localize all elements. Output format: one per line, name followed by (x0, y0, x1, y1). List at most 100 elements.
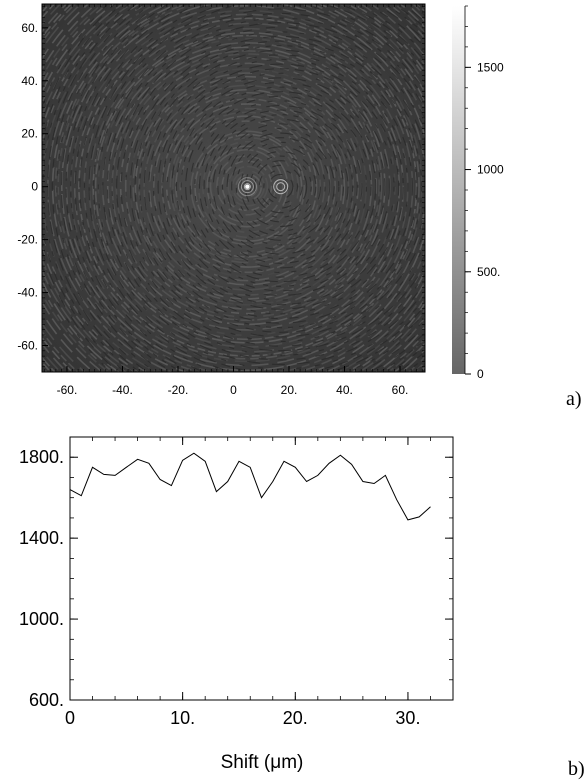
interference-ring (190, 130, 306, 246)
interference-ring (240, 146, 322, 228)
interference-ring (152, 91, 343, 282)
y-tick-label: 1400. (19, 528, 64, 548)
interference-ring (148, 54, 414, 320)
interference-ring (179, 120, 314, 254)
interference-ring (143, 49, 418, 324)
bright-spot (245, 184, 250, 189)
interference-ring (152, 58, 409, 315)
interference-ring (189, 95, 372, 278)
central-ring (240, 180, 254, 194)
heatmap-y-axis: 60. 40. 20. 0 -20. -40. -60. (17, 6, 425, 368)
interference-ring (171, 77, 391, 297)
interference-ring (61, 4, 425, 372)
interference-ring (157, 63, 404, 310)
interference-ring (161, 98, 336, 274)
x-tick-label: 30. (395, 708, 420, 728)
interference-ring (139, 45, 423, 329)
interference-ring (54, 4, 425, 372)
interference-ring (254, 160, 308, 214)
interference-ring (180, 86, 381, 287)
line-x-axis-label: Shift (μm) (221, 752, 304, 773)
x-tick-label: 20. (281, 383, 298, 397)
x-tick-label: 0 (230, 383, 237, 397)
secondary-ring (273, 179, 289, 195)
interference-ring (226, 132, 335, 241)
colorbar-gradient (452, 6, 465, 374)
colorbar-tick-label: 500. (477, 265, 500, 279)
interference-ring (129, 35, 425, 338)
colorbar-tick-label: 1000 (477, 163, 504, 177)
y-tick-label: 60. (21, 21, 38, 35)
interference-ring (203, 109, 358, 264)
central-ring (237, 177, 257, 197)
line-plot-frame (69, 436, 454, 701)
x-tick-label: -20. (168, 383, 189, 397)
heatmap-x-axis: -60. -40. -20. 0 20. 40. 60. (44, 4, 423, 397)
interference-ring (93, 4, 425, 372)
interference-ring (102, 8, 425, 365)
colorbar-ticks: 1500 1000 500. 0 (464, 5, 504, 381)
interference-ring (111, 50, 383, 321)
interference-ring (238, 178, 258, 198)
interference-ring (148, 88, 346, 286)
interference-ring (115, 53, 381, 318)
x-tick-label: 20. (283, 708, 308, 728)
interference-ring (134, 40, 425, 333)
colorbar-tick-label: 0 (477, 367, 484, 381)
interference-ring (175, 81, 386, 292)
panel-label-a: a) (566, 388, 582, 410)
interference-ring (272, 178, 289, 195)
interference-ring (227, 165, 269, 207)
interference-ring (258, 164, 303, 209)
line-panel: 0 10. 20. 30. 600. 1000. 1400. 1800. Shift (μm… (19, 436, 454, 773)
x-tick-label: 0 (65, 708, 75, 728)
interference-ring (212, 118, 349, 255)
interference-ring (124, 62, 373, 310)
y-tick-label: 40. (21, 74, 38, 88)
interference-ring (169, 107, 326, 264)
interference-ring (263, 169, 299, 205)
interference-ring (106, 12, 425, 361)
y-tick-label: -60. (17, 339, 38, 353)
line-y-axis: 600. 1000. 1400. 1800. (19, 436, 453, 710)
y-tick-label: 1800. (19, 447, 64, 467)
interference-ring (244, 150, 317, 223)
secondary-ring (276, 182, 286, 192)
interference-ring (217, 123, 345, 251)
series-line (69, 452, 431, 521)
interference-ring (231, 137, 331, 237)
y-tick-label: -20. (17, 233, 38, 247)
interference-ring (65, 5, 425, 367)
interference-ring (94, 34, 401, 341)
interference-ring (267, 173, 294, 200)
interference-ring (202, 140, 295, 234)
heatmap-panel: -60. -40. -20. 0 20. 40. 60. 60. 40. 20. 0 -20. -40… (17, 3, 426, 397)
interference-ring (172, 111, 322, 261)
interference-ring (209, 148, 284, 223)
colorbar: 1500 1000 500. 0 (452, 5, 504, 381)
interference-ring (216, 155, 277, 216)
interference-ring (166, 72, 395, 301)
y-tick-label: 20. (21, 127, 38, 141)
x-tick-label: 60. (392, 383, 409, 397)
interference-ring (221, 127, 340, 246)
interference-ring (111, 17, 425, 356)
interference-ring (78, 17, 418, 357)
interference-ring (175, 115, 318, 258)
panel-label-b: b) (568, 758, 585, 780)
line-x-axis: 0 10. 20. 30. (65, 437, 454, 728)
interference-ring (162, 68, 400, 306)
x-tick-label: -60. (57, 383, 78, 397)
interference-ring (235, 173, 262, 201)
interference-ring (138, 79, 355, 296)
interference-ring (83, 4, 425, 372)
interference-ring (198, 104, 363, 269)
central-ring (243, 183, 251, 191)
interference-ring (197, 136, 300, 239)
y-tick-label: 1000. (19, 609, 64, 629)
x-tick-label: -40. (112, 383, 133, 397)
interference-ring (51, 4, 425, 372)
colorbar-tick-label: 1500 (477, 60, 504, 74)
x-tick-label: 10. (170, 708, 195, 728)
interference-ring (185, 91, 377, 283)
